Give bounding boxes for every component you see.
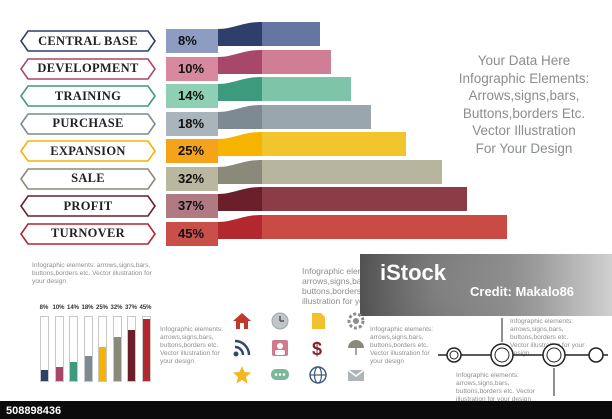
caption-text: Infographic elements: arrows,signs,bars,… xyxy=(456,372,535,403)
mini-bar xyxy=(41,370,48,381)
bar-fold xyxy=(218,77,262,101)
caption-text: Infographic elements: arrows,signs,bars,… xyxy=(160,326,224,365)
star-icon xyxy=(231,364,253,386)
side-text-line: Infographic Elements: xyxy=(458,70,590,86)
timeline-node xyxy=(588,347,604,363)
caption-text: Infographic elements: arrows,signs,bars,… xyxy=(370,326,434,365)
percent-label: 45% xyxy=(166,221,218,246)
rss-icon xyxy=(231,337,253,359)
clock-icon xyxy=(269,310,291,332)
category-label: PROFIT xyxy=(20,195,156,217)
side-text-line: For Your Design xyxy=(475,140,573,156)
bar xyxy=(262,132,407,156)
credit-text: Credit: Makalo86 xyxy=(470,284,575,299)
mini-bar xyxy=(99,347,106,381)
mini-bar xyxy=(113,337,121,381)
mini-bar xyxy=(55,367,63,381)
bar xyxy=(262,187,467,211)
percent-label: 25% xyxy=(166,139,218,163)
category-label: TRAINING xyxy=(20,85,156,107)
bar xyxy=(262,22,321,46)
mini-bar-track xyxy=(40,316,49,382)
mini-bar-label: 45% xyxy=(139,305,152,311)
bar xyxy=(262,77,351,101)
mini-bar-label: 10% xyxy=(52,305,65,311)
mini-bar-label: 25% xyxy=(95,305,108,311)
percent-label: 10% xyxy=(166,56,218,81)
mini-bar-track xyxy=(112,316,122,382)
category-label: PURCHASE xyxy=(20,112,156,135)
bar xyxy=(262,159,442,184)
category-label-text: PURCHASE xyxy=(52,116,124,130)
category-label-text: EXPANSION xyxy=(50,143,126,158)
side-text-block: Your Data Here Infographic Elements: Arr… xyxy=(446,52,602,157)
watermark-overlay: iStock Credit: Makalo86 xyxy=(360,254,612,316)
category-label-text: TURNOVER xyxy=(51,226,125,240)
mini-bar-label: 18% xyxy=(81,305,94,311)
bar-fold xyxy=(218,214,262,239)
caption-text: Infographic elements: arrows,signs,bars,… xyxy=(32,262,152,285)
category-label: TURNOVER xyxy=(20,222,156,245)
mini-bar-label: 8% xyxy=(39,305,49,311)
bar xyxy=(262,104,371,129)
bar-fold xyxy=(218,187,262,211)
category-label-text: CENTRAL BASE xyxy=(38,33,138,48)
percent-label: 14% xyxy=(166,84,218,108)
category-label-text: SALE xyxy=(71,171,105,185)
mini-bar-label: 32% xyxy=(110,305,123,311)
mini-bar-label: 14% xyxy=(66,305,79,311)
user-icon xyxy=(269,337,291,359)
bar-fold xyxy=(218,132,262,156)
umbrella-icon xyxy=(345,337,367,359)
caption-text: Infographic elements: arrows,signs,bars,… xyxy=(302,266,404,306)
category-label: SALE xyxy=(20,167,156,190)
side-text-line: Buttons,borders Etc. xyxy=(462,105,586,121)
side-text-line: Your Data Here xyxy=(477,53,571,68)
istock-logo: iStock xyxy=(380,260,447,285)
mini-bar xyxy=(128,330,135,381)
side-text-line: Vector Illustration xyxy=(472,123,576,138)
percent-label: 32% xyxy=(166,166,218,191)
percent-label: 8% xyxy=(166,29,218,53)
bar xyxy=(262,214,508,239)
mini-bar xyxy=(142,319,150,381)
mini-bar-track xyxy=(141,316,151,382)
bar-fold xyxy=(218,22,262,46)
svg-text:$: $ xyxy=(312,339,322,358)
bar-fold xyxy=(218,104,262,129)
timeline-diagram xyxy=(438,318,608,396)
chat-icon xyxy=(269,364,291,386)
mini-bar-track xyxy=(83,316,93,382)
bar-fold xyxy=(218,49,262,74)
mini-bar-label: 37% xyxy=(124,305,137,311)
category-label: EXPANSION xyxy=(20,140,156,162)
category-label: DEVELOPMENT xyxy=(20,57,156,80)
mail-icon xyxy=(345,364,367,386)
mini-bar-track xyxy=(98,316,107,382)
category-label-text: DEVELOPMENT xyxy=(37,61,139,75)
category-label: CENTRAL BASE xyxy=(20,30,156,52)
stock-footer: 508898436 xyxy=(0,401,612,419)
bar-fold xyxy=(218,159,262,184)
category-label-text: TRAINING xyxy=(54,88,122,103)
category-label-text: PROFIT xyxy=(63,198,113,213)
dollar-icon: $ xyxy=(307,337,329,359)
mini-bar xyxy=(84,356,92,381)
gear-icon xyxy=(345,310,367,332)
bar xyxy=(262,49,331,74)
home-icon xyxy=(231,310,253,332)
mini-bar-track xyxy=(54,316,64,382)
globe-icon xyxy=(307,364,329,386)
mini-bar xyxy=(70,362,77,381)
document-icon xyxy=(307,310,329,332)
mini-bar-track xyxy=(69,316,78,382)
side-text-line: Arrows,signs,bars, xyxy=(468,88,580,103)
mini-bar-track xyxy=(127,316,136,382)
percent-label: 37% xyxy=(166,194,218,218)
percent-label: 18% xyxy=(166,111,218,136)
stock-id: 508898436 xyxy=(6,405,62,417)
